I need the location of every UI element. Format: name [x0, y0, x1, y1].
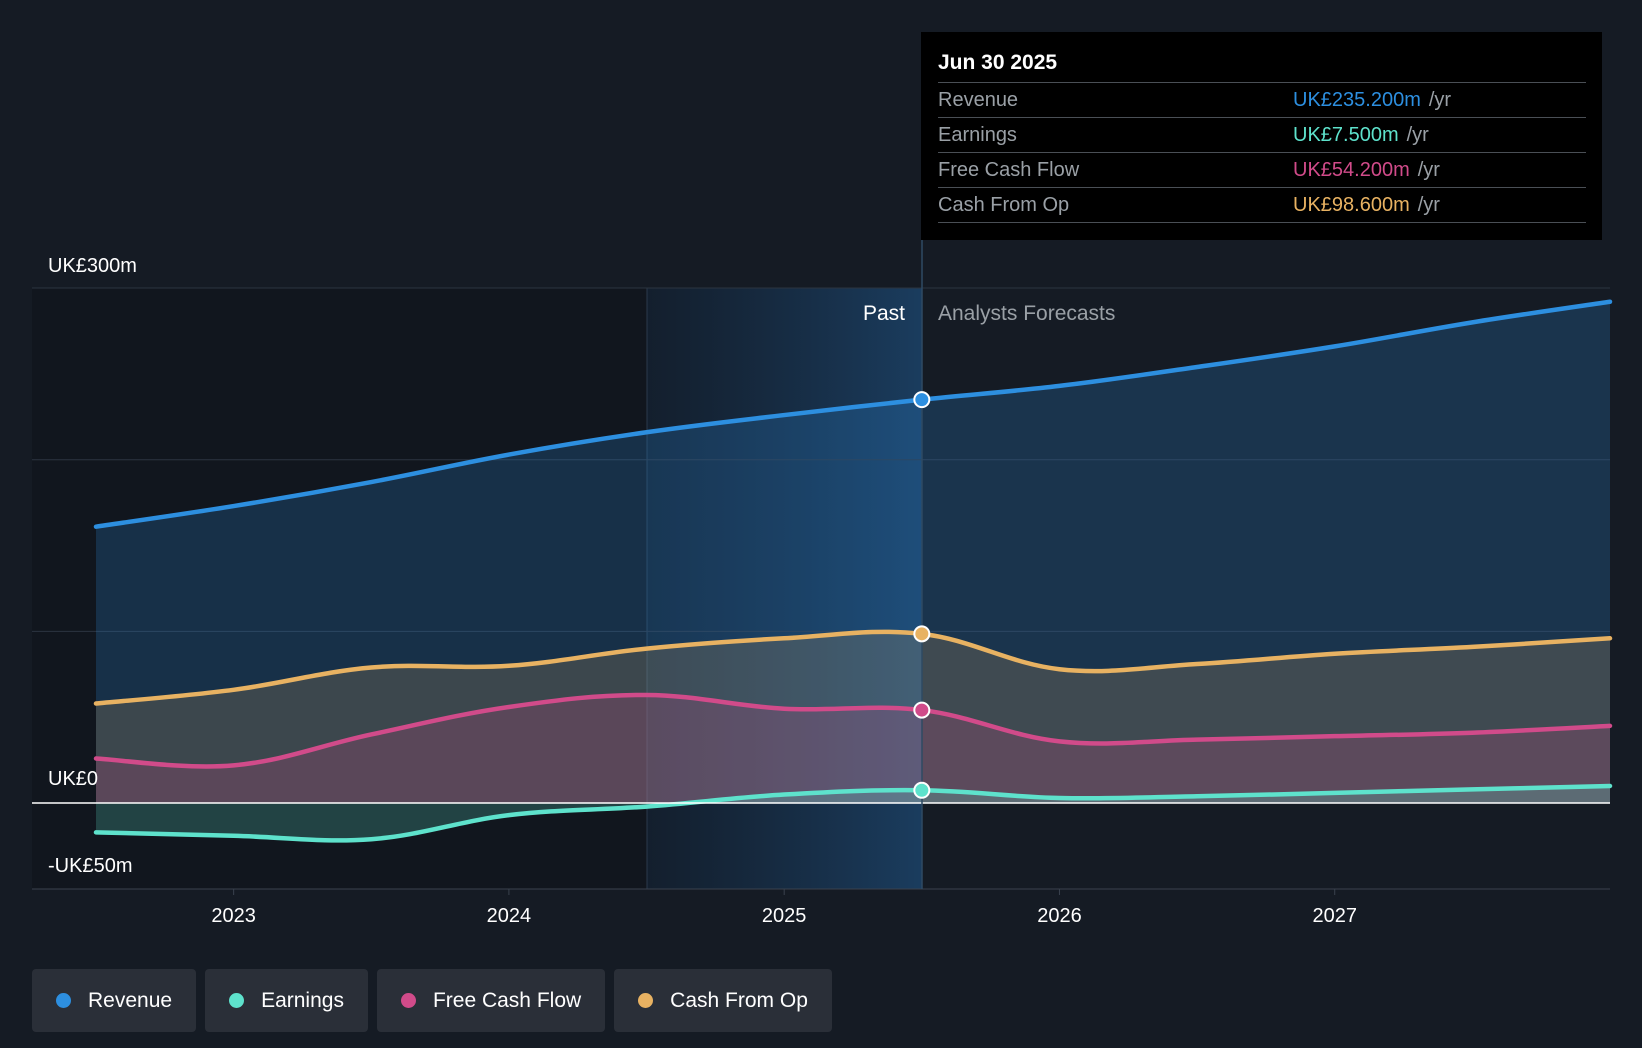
tooltip-unit: /yr [1406, 123, 1429, 146]
gridlines [32, 287, 1610, 890]
legend-item-free-cash-flow[interactable]: Free Cash Flow [376, 969, 606, 1032]
tooltip-date: Jun 30 2025 [938, 51, 1058, 74]
legend: Revenue Earnings Free Cash Flow Cash Fro… [32, 969, 832, 1032]
tooltip-value: UK£54.200m [1293, 158, 1410, 181]
legend-item-earnings[interactable]: Earnings [205, 969, 368, 1032]
tooltip: Jun 30 2025 Revenue UK£235.200m /yr Earn… [921, 32, 1602, 240]
cash-from-op-dot-icon [638, 993, 654, 1008]
y-tick-label-0: UK£0 [48, 768, 98, 790]
legend-label: Revenue [88, 988, 173, 1012]
free_cash_flow-marker[interactable] [913, 701, 931, 719]
tooltip-value: UK£7.500m [1293, 123, 1399, 146]
revenue-area [96, 301, 1610, 804]
tooltip-label: Revenue [938, 88, 1019, 111]
series-lines [93, 299, 1613, 843]
x-tick-label: 2024 [487, 905, 532, 927]
tooltip-row-earnings: Earnings UK£7.500m /yr [938, 117, 1586, 152]
forecast-label: Analysts Forecasts [938, 302, 1115, 325]
legend-item-cash-from-op[interactable]: Cash From Op [614, 969, 832, 1032]
tooltip-value: UK£235.200m [1293, 88, 1421, 111]
free_cash_flow-area [96, 694, 1610, 804]
y-tick-label-neg50: -UK£50m [48, 855, 132, 877]
revenue-marker[interactable] [913, 391, 931, 409]
tooltip-row-free-cash-flow: Free Cash Flow UK£54.200m /yr [938, 152, 1586, 187]
revenue-dot-icon [56, 993, 71, 1008]
x-tick-label: 2027 [1312, 905, 1357, 927]
x-tick-label: 2026 [1037, 905, 1082, 927]
legend-label: Earnings [261, 988, 344, 1012]
legend-label: Cash From Op [670, 988, 808, 1012]
cash_from_op-area [96, 631, 1610, 804]
current-markers [913, 391, 931, 799]
tooltip-row-revenue: Revenue UK£235.200m /yr [938, 82, 1586, 117]
tooltip-unit: /yr [1428, 88, 1452, 111]
tooltip-unit: /yr [1417, 158, 1440, 181]
tooltip-label: Cash From Op [938, 193, 1070, 216]
free-cash-flow-dot-icon [400, 993, 416, 1008]
legend-item-revenue[interactable]: Revenue [32, 969, 197, 1032]
free_cash_flow-line [93, 692, 1613, 769]
tooltip-label: Earnings [938, 123, 1017, 146]
cash_from_op-marker[interactable] [913, 625, 931, 643]
tooltip-value: UK£98.600m [1293, 193, 1410, 216]
tooltip-label: Free Cash Flow [938, 158, 1080, 181]
earnings-dot-icon [229, 993, 245, 1008]
legend-label: Free Cash Flow [432, 988, 582, 1012]
series-areas [96, 301, 1610, 841]
cash_from_op-line [93, 629, 1613, 706]
earnings-line [93, 783, 1613, 843]
y-tick-label-300: UK£300m [48, 255, 137, 277]
x-axis: 2023 2024 2025 2026 2027 [211, 889, 1357, 927]
tooltip-row-cash-from-op: Cash From Op UK£98.600m /yr [938, 187, 1586, 223]
earnings-area [96, 785, 1610, 841]
tooltip-unit: /yr [1417, 193, 1440, 216]
x-tick-label: 2023 [211, 905, 256, 927]
x-tick-label: 2025 [762, 905, 807, 927]
past-label: Past [863, 302, 905, 325]
earnings-marker[interactable] [913, 781, 931, 799]
revenue-line [93, 299, 1613, 529]
